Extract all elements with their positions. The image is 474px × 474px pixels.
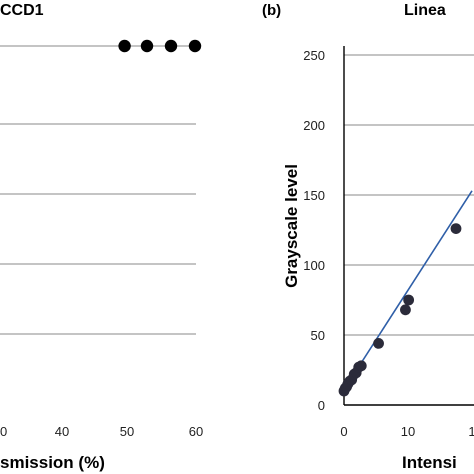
- data-point-a-3: [188, 39, 202, 53]
- chart-title-a: CCD1: [0, 2, 44, 19]
- y-tick-label-b-0: 0: [318, 398, 325, 413]
- data-point-b-12: [403, 294, 415, 306]
- data-point-a-1: [140, 39, 154, 53]
- x-tick-label-a-2: 50: [120, 424, 134, 439]
- y-tick-label-b-1: 50: [311, 328, 325, 343]
- chart-panel-a: CCD1 0 40 50 60 smission (%): [0, 2, 203, 472]
- y-tick-labels-b: 0 50 100 150 200 250: [303, 48, 325, 413]
- x-tick-label-a-1: 40: [55, 424, 69, 439]
- data-point-a-0: [118, 39, 131, 53]
- data-point-b-11: [400, 304, 411, 316]
- x-axis-title-a: smission (%): [0, 453, 105, 472]
- data-points-b: [338, 223, 462, 397]
- y-tick-label-b-3: 150: [303, 188, 325, 203]
- x-tick-labels-a: 0 40 50 60: [0, 424, 203, 439]
- data-point-a-2: [164, 39, 178, 53]
- data-point-b-13: [450, 223, 462, 235]
- gridlines-a: [0, 45, 196, 335]
- x-tick-label-b-0: 0: [340, 424, 347, 439]
- x-tick-label-b-1: 10: [401, 424, 415, 439]
- panel-letter-b: (b): [262, 2, 281, 19]
- data-points-a: [118, 39, 202, 53]
- chart-panel-b: (b) Linea 0 50 100 150 200 250 0 10 1 Grayscale…: [262, 2, 474, 472]
- gridlines-b: [344, 54, 474, 336]
- y-tick-label-b-2: 100: [303, 258, 325, 273]
- data-point-b-10: [373, 338, 384, 349]
- x-tick-label-a-3: 60: [189, 424, 203, 439]
- x-tick-labels-b: 0 10 1: [340, 424, 474, 439]
- chart-title-b: Linea: [404, 2, 446, 19]
- x-axis-title-b: Intensi: [402, 453, 457, 472]
- y-tick-label-b-4: 200: [303, 118, 325, 133]
- x-tick-label-a-0: 0: [0, 424, 7, 439]
- data-point-b-9: [355, 360, 367, 372]
- y-axis-title-b: Grayscale level: [282, 164, 301, 288]
- x-tick-label-b-2: 1: [468, 424, 474, 439]
- y-tick-label-b-5: 250: [303, 48, 325, 63]
- fit-line-b: [343, 190, 473, 391]
